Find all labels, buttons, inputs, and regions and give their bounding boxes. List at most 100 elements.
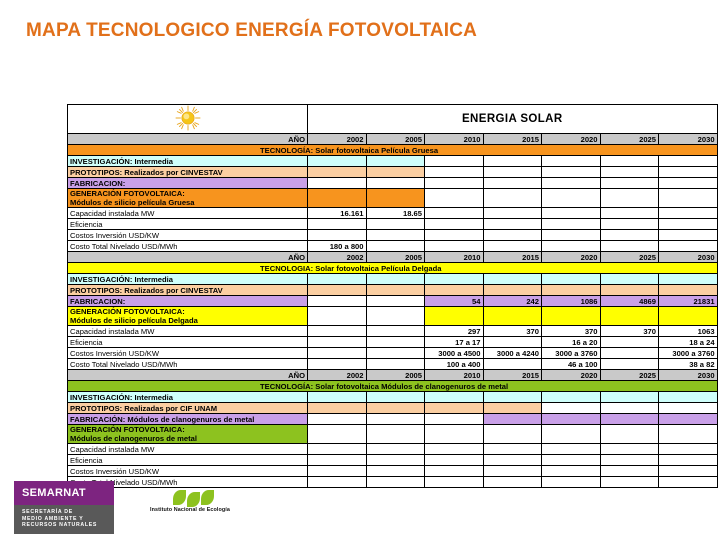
cell [482, 155, 542, 167]
costos-inversion-row-1: Costos Inversión USD/KW [67, 229, 718, 241]
cell [365, 413, 425, 425]
year-cell: 2010 [424, 251, 484, 263]
value-cell [599, 240, 659, 252]
year-cell: 2005 [365, 133, 425, 145]
cell [365, 177, 425, 189]
prototipos-label-1: PROTOTIPOS: Realizados por CINVESTAV [67, 166, 308, 178]
value-cell [424, 465, 484, 477]
cell [424, 402, 484, 414]
value-cell: 18.65 [365, 207, 425, 219]
cell [365, 273, 425, 285]
value-cell [599, 336, 659, 348]
cell [365, 306, 425, 326]
cell [482, 188, 542, 208]
fabricacion-row-3: FABRICACIÓN: Módulos de clanogenuros de … [67, 413, 718, 425]
value-cell [365, 465, 425, 477]
cell [541, 391, 601, 403]
value-cell [365, 295, 425, 307]
value-cell [482, 454, 542, 466]
capacidad-label-2: Capacidad instalada MW [67, 325, 308, 337]
eficiencia-label-1: Eficiencia [67, 218, 308, 230]
investigacion-row-3: INVESTIGACIÓN: Intermedia [67, 391, 718, 403]
value-cell: 370 [541, 325, 601, 337]
value-cell [365, 358, 425, 370]
cell [307, 402, 367, 414]
value-cell [599, 218, 659, 230]
capacidad-row-3: Capacidad instalada MW [67, 443, 718, 455]
value-cell: 3000 a 4500 [424, 347, 484, 359]
cell [424, 155, 484, 167]
eficiencia-label-2: Eficiencia [67, 336, 308, 348]
year-label-3: AÑO [67, 369, 308, 381]
value-cell [424, 454, 484, 466]
value-cell [541, 465, 601, 477]
cell [658, 188, 718, 208]
eficiencia-row-1: Eficiencia [67, 218, 718, 230]
value-cell [307, 325, 367, 337]
year-cell: 2015 [482, 133, 542, 145]
investigacion-row-1: INVESTIGACIÓN: Intermedia [67, 155, 718, 167]
prototipos-row-3: PROTOTIPOS: Realizadas por CIF UNAM [67, 402, 718, 414]
cell [541, 166, 601, 178]
generacion-line1: GENERACIÓN FOTOVOLTAICA: [70, 307, 185, 317]
leaves-icon [125, 490, 255, 507]
value-cell [482, 465, 542, 477]
year-cell: 2002 [307, 133, 367, 145]
year-cell: 2005 [365, 369, 425, 381]
value-cell [482, 358, 542, 370]
value-cell [307, 218, 367, 230]
costo-total-row-1: Costo Total Nivelado USD/MWh 180 a 800 [67, 240, 718, 252]
year-cell: 2015 [482, 251, 542, 263]
fabricacion-row-2: FABRICACION: 54 242 1086 4869 21831 [67, 295, 718, 307]
year-cell: 2020 [541, 369, 601, 381]
value-cell [307, 295, 367, 307]
cell [424, 273, 484, 285]
value-cell [365, 240, 425, 252]
semarnat-subtitle-line2: MEDIO AMBIENTE Y [22, 515, 84, 522]
value-cell [658, 443, 718, 455]
investigacion-label-1: INVESTIGACIÓN: Intermedia [67, 155, 308, 167]
value-cell [599, 465, 659, 477]
energia-solar-banner: ENERGIA SOLAR [307, 104, 718, 134]
year-label-1: AÑO [67, 133, 308, 145]
cell [658, 402, 718, 414]
value-cell [365, 443, 425, 455]
cell [482, 273, 542, 285]
cell [482, 402, 542, 414]
value-cell [482, 240, 542, 252]
value-cell [365, 476, 425, 488]
costos-inversion-row-3: Costos Inversión USD/KW [67, 465, 718, 477]
cell [424, 413, 484, 425]
cell [599, 402, 659, 414]
investigacion-label-2: INVESTIGACIÓN: Intermedia [67, 273, 308, 285]
value-cell [307, 347, 367, 359]
cell [307, 284, 367, 296]
technology-map-table: ENERGIA SOLAR AÑO 2002 2005 2010 2015 20… [67, 104, 718, 488]
cell [541, 413, 601, 425]
cell [541, 273, 601, 285]
generacion-label-3: GENERACIÓN FOTOVOLTAICA: Módulos de clan… [67, 424, 308, 444]
value-cell: 18 a 24 [658, 336, 718, 348]
investigacion-label-3: INVESTIGACIÓN: Intermedia [67, 391, 308, 403]
value-cell [541, 454, 601, 466]
cell [599, 306, 659, 326]
cell [541, 177, 601, 189]
costo-total-label-2: Costo Total Nivelado USD/MWh [67, 358, 308, 370]
cell [424, 166, 484, 178]
cell [599, 273, 659, 285]
year-cell: 2010 [424, 369, 484, 381]
fabricacion-label-2: FABRICACION: [67, 295, 308, 307]
value-cell [541, 207, 601, 219]
costos-inversion-row-2: Costos Inversión USD/KW 3000 a 4500 3000… [67, 347, 718, 359]
cell [365, 402, 425, 414]
cell [307, 155, 367, 167]
year-cell: 2025 [599, 251, 659, 263]
cell [307, 424, 367, 444]
value-cell: 4869 [599, 295, 659, 307]
value-cell [482, 476, 542, 488]
cell [307, 306, 367, 326]
generacion-row-1: GENERACIÓN FOTOVOLTAICA: Módulos de sili… [67, 188, 718, 208]
year-cell: 2015 [482, 369, 542, 381]
generacion-row-3: GENERACIÓN FOTOVOLTAICA: Módulos de clan… [67, 424, 718, 444]
capacidad-label-3: Capacidad instalada MW [67, 443, 308, 455]
